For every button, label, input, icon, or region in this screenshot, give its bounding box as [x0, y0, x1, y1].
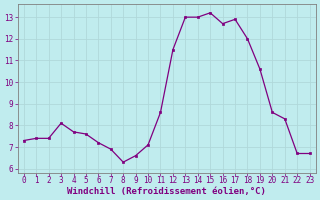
- X-axis label: Windchill (Refroidissement éolien,°C): Windchill (Refroidissement éolien,°C): [67, 187, 266, 196]
